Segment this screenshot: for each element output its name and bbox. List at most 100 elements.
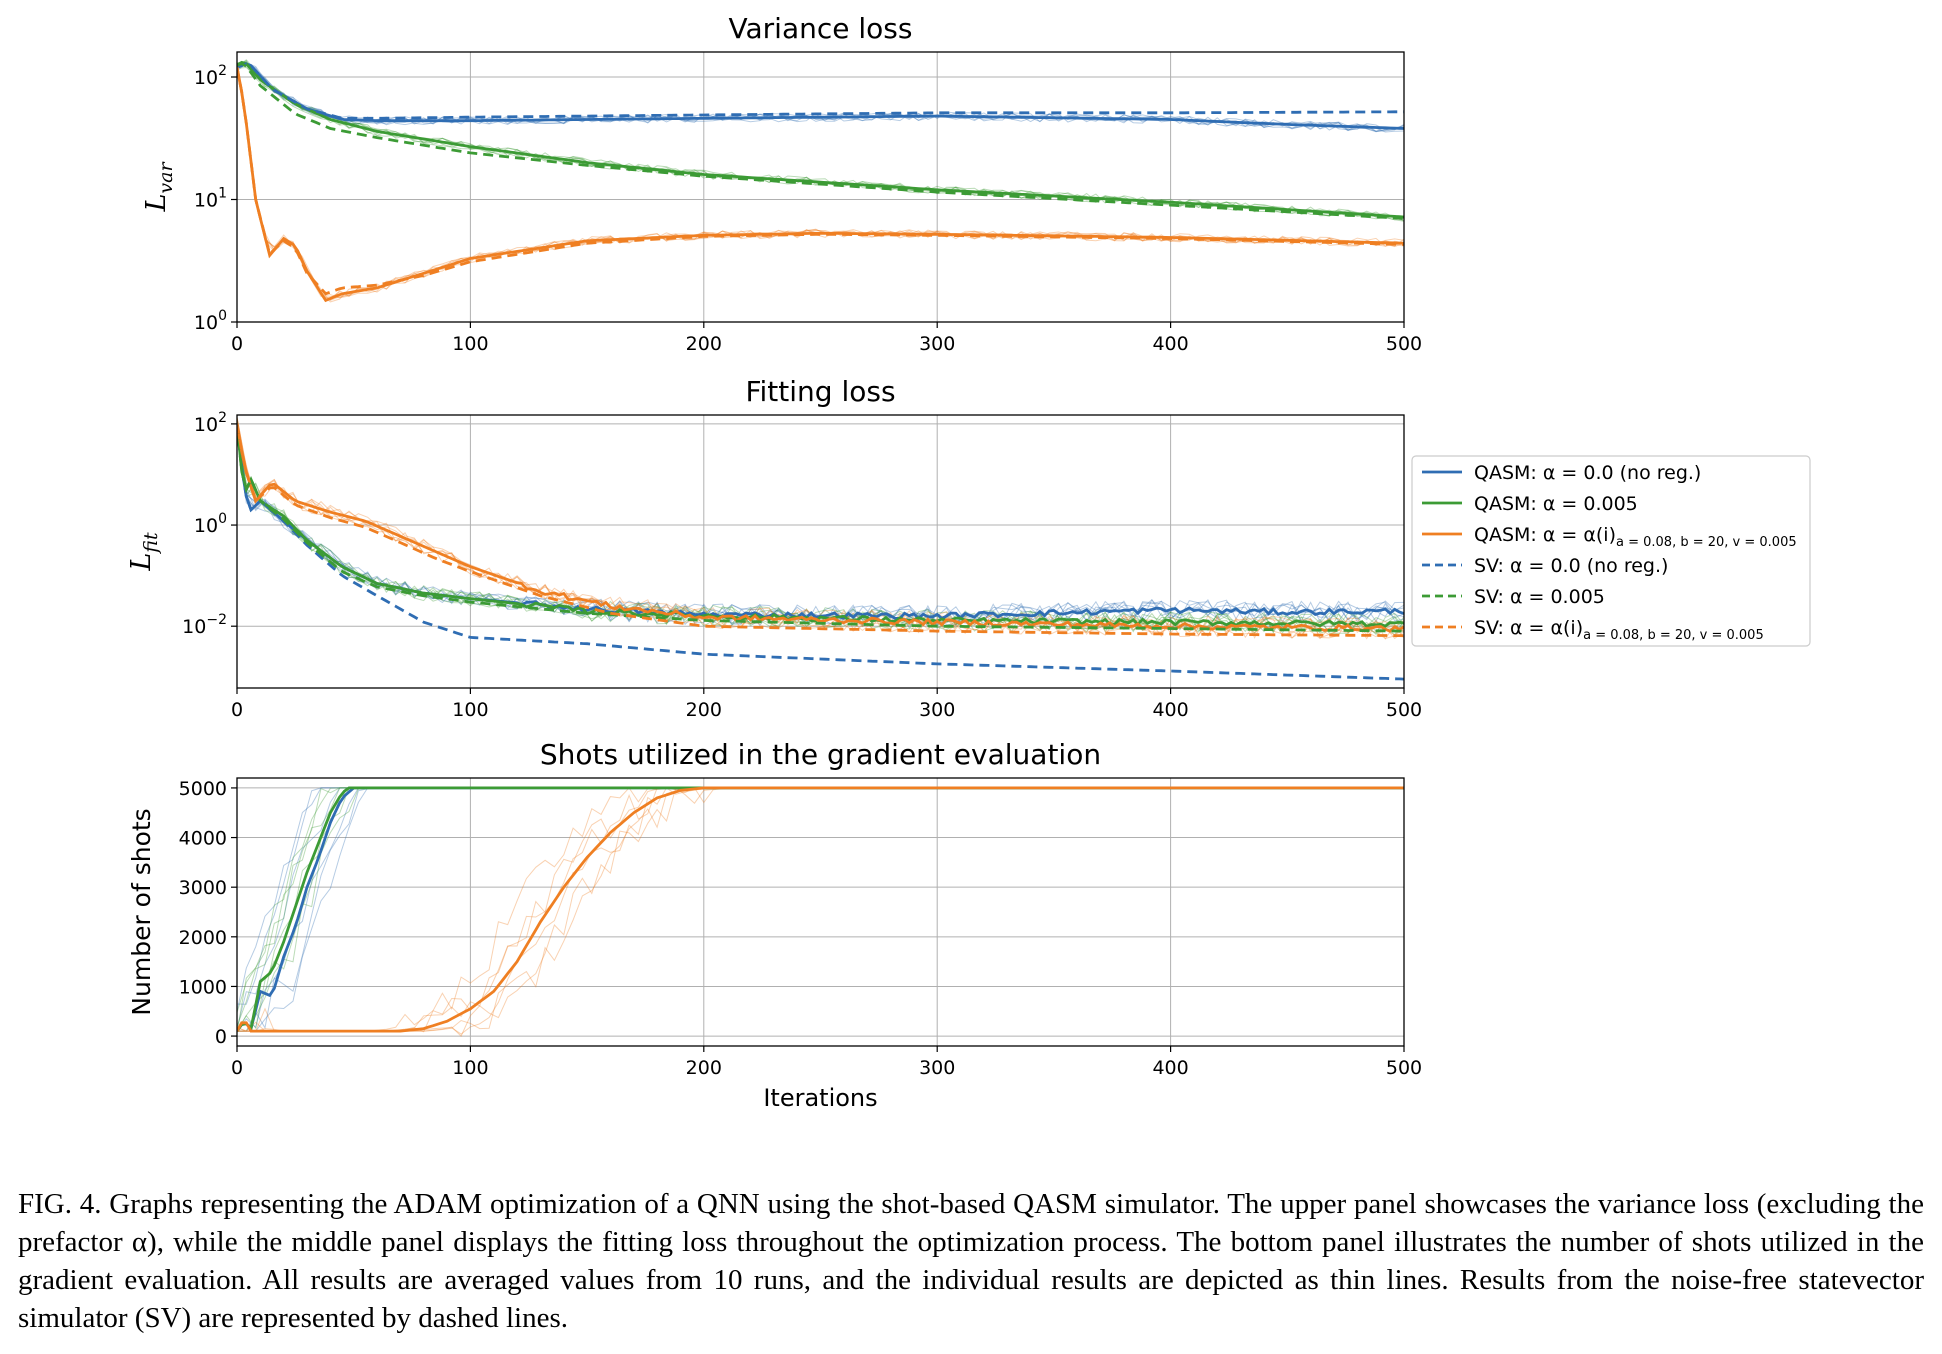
run-line [237, 787, 1404, 1035]
x-tick-label: 300 [919, 699, 955, 721]
legend-label: SV: α = 0.0 (no reg.) [1474, 555, 1668, 577]
y-tick-label: 102 [194, 63, 227, 89]
run-line [237, 63, 1404, 219]
series-line [237, 423, 1404, 638]
panel-title: Fitting loss [745, 375, 895, 408]
series-line [237, 423, 1404, 629]
x-tick-label: 300 [919, 333, 955, 355]
axes-frame [236, 51, 1405, 323]
run-line [237, 787, 1404, 1032]
x-tick-label: 400 [1152, 699, 1188, 721]
y-tick-label: 100 [194, 511, 227, 537]
legend-label: QASM: α = 0.005 [1474, 493, 1638, 515]
run-line [237, 425, 1404, 633]
run-line [237, 787, 1404, 1029]
y-tick-label: 2000 [179, 927, 227, 949]
series-line [237, 423, 1404, 633]
run-line [237, 787, 1404, 1032]
run-line [237, 430, 1404, 640]
legend-label: QASM: α = 0.0 (no reg.) [1474, 462, 1701, 484]
plot-area [237, 59, 1404, 303]
x-tick-label: 200 [686, 699, 722, 721]
run-line [237, 419, 1404, 635]
series-line [237, 423, 1404, 633]
x-tick-label: 500 [1386, 699, 1422, 721]
series-line [237, 67, 1404, 303]
series-line [237, 62, 1404, 220]
run-line [237, 787, 1404, 1027]
x-tick-label: 500 [1386, 333, 1422, 355]
figure-caption: FIG. 4. Graphs representing the ADAM opt… [18, 1188, 1924, 1334]
series-line [237, 67, 1404, 296]
run-line [237, 68, 1404, 299]
run-line [237, 418, 1404, 634]
y-tick-label: 10−2 [182, 612, 227, 638]
series-line [237, 60, 1404, 219]
x-tick-label: 0 [231, 333, 243, 355]
run-line [237, 425, 1404, 627]
run-line [237, 416, 1404, 636]
run-line [237, 421, 1404, 628]
legend-label: SV: α = 0.005 [1474, 586, 1605, 608]
plot-area [237, 786, 1404, 1037]
run-line [237, 787, 1404, 1032]
legend-label: SV: α = α(i)a = 0.08, b = 20, v = 0.005 [1474, 617, 1764, 643]
run-line [237, 787, 1404, 1032]
series-line [237, 423, 1404, 681]
run-line [237, 427, 1404, 634]
x-tick-label: 400 [1152, 333, 1188, 355]
x-tick-label: 100 [452, 333, 488, 355]
legend: QASM: α = 0.0 (no reg.) QASM: α = 0.005 QA… [1411, 455, 1811, 647]
x-tick-label: 300 [919, 1057, 955, 1079]
series-line [237, 786, 1404, 1032]
y-tick-label: 102 [194, 410, 227, 436]
run-line [237, 787, 1404, 1037]
series-line [237, 62, 1404, 130]
run-line [237, 62, 1404, 133]
run-line [237, 787, 1404, 1013]
plot-area [237, 416, 1404, 681]
run-line [237, 423, 1404, 627]
run-line [237, 60, 1404, 222]
run-line [237, 416, 1404, 640]
y-tick-label: 5000 [179, 778, 227, 800]
run-line [237, 787, 1404, 1005]
y-tick-label: 101 [194, 186, 227, 212]
x-tick-label: 100 [452, 699, 488, 721]
y-tick-label: 1000 [179, 976, 227, 998]
x-tick-label: 100 [452, 1057, 488, 1079]
y-tick-label: 100 [194, 308, 227, 334]
y-axis-label: Number of shots [127, 808, 156, 1015]
x-tick-label: 200 [686, 1057, 722, 1079]
panel-title: Shots utilized in the gradient evaluatio… [540, 738, 1101, 771]
run-line [237, 418, 1404, 634]
series-line [237, 786, 1404, 1032]
run-line [237, 787, 1404, 1032]
x-tick-label: 500 [1386, 1057, 1422, 1079]
run-line [237, 787, 1404, 1012]
x-tick-label: 0 [231, 1057, 243, 1079]
panel-3: 0 100 200 300 400 500010002000300040005000Sho… [127, 738, 1422, 1112]
x-tick-label: 200 [686, 333, 722, 355]
x-tick-label: 400 [1152, 1057, 1188, 1079]
panel-2: 0 100 200 300 400 500 10−2 100 102 Fitting loss Lf… [126, 375, 1422, 721]
series-line [237, 62, 1404, 120]
axes-frame [236, 414, 1405, 689]
legend-box [1411, 455, 1811, 647]
run-line [237, 787, 1404, 1032]
run-line [237, 787, 1404, 1032]
y-axis-label: Lfit [126, 532, 162, 572]
run-line [237, 787, 1404, 1033]
run-line [237, 787, 1404, 1032]
y-tick-label: 3000 [179, 877, 227, 899]
x-tick-label: 0 [231, 699, 243, 721]
legend-label: QASM: α = α(i)a = 0.08, b = 20, v = 0.00… [1474, 524, 1797, 550]
y-tick-label: 0 [215, 1026, 227, 1048]
axes-frame [236, 777, 1405, 1047]
y-tick-label: 4000 [179, 828, 227, 850]
run-line [237, 787, 1404, 1032]
panel-title: Variance loss [729, 12, 913, 45]
series-line [237, 786, 1404, 1033]
